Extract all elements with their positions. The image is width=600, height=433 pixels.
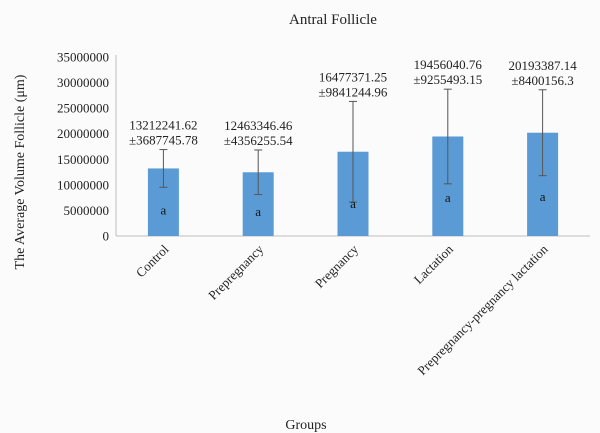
data-label-mean: 16477371.25 [319, 69, 387, 84]
y-tick-label: 5000000 [64, 203, 110, 218]
y-tick-label: 15000000 [57, 152, 109, 167]
data-label-mean: 13212241.62 [129, 118, 197, 133]
data-label-sd: ±8400156.3 [511, 73, 573, 88]
data-label-sd: ±4356255.54 [224, 133, 293, 148]
category-label: Lactation [411, 241, 457, 287]
y-tick-labels: 0 5000000 10000000 15000000 20000000 25000000… [57, 50, 109, 244]
error-bar [254, 149, 263, 196]
x-axis-label: Groups [285, 418, 326, 433]
significance-letter: a [540, 189, 546, 204]
category-label: Control [133, 241, 172, 280]
significance-letter: a [161, 202, 167, 217]
error-bar [538, 89, 547, 177]
y-tick-label: 30000000 [57, 75, 109, 90]
y-axis-label: The Average Volume Follicle (μm) [13, 74, 28, 269]
data-label-mean: 19456040.76 [414, 57, 483, 72]
significance-letter: a [350, 196, 356, 211]
data-label-sd: ±3687745.78 [129, 133, 198, 148]
significance-letter: a [445, 190, 451, 205]
chart-title: Antral Follicle [289, 12, 377, 28]
data-label-mean: 20193387.14 [508, 58, 577, 73]
category-labels: Control Prepregnancy Pregnancy LactationPre… [133, 241, 551, 378]
significance-letter: a [255, 204, 261, 219]
y-tick-label: 20000000 [57, 126, 109, 141]
error-bar [159, 149, 168, 188]
data-labels: 13212241.62±3687745.78 12463346.46±435625… [129, 57, 577, 148]
data-label-mean: 12463346.46 [224, 118, 293, 133]
data-label-sd: ±9841244.96 [319, 84, 388, 99]
data-label-sd: ±9255493.15 [413, 72, 482, 87]
y-tick-label: 25000000 [57, 101, 109, 116]
significance-letters: a a a a a [161, 189, 546, 219]
y-tick-label: 0 [103, 229, 110, 244]
error-bar [443, 88, 452, 185]
category-label: Pregnancy [312, 241, 362, 291]
y-tick-label: 10000000 [57, 177, 109, 192]
error-bar [349, 100, 357, 203]
category-label: Prepregnancy [205, 241, 266, 302]
bars [147, 132, 559, 236]
error-bars [159, 88, 547, 203]
y-tick-label: 35000000 [57, 50, 109, 65]
